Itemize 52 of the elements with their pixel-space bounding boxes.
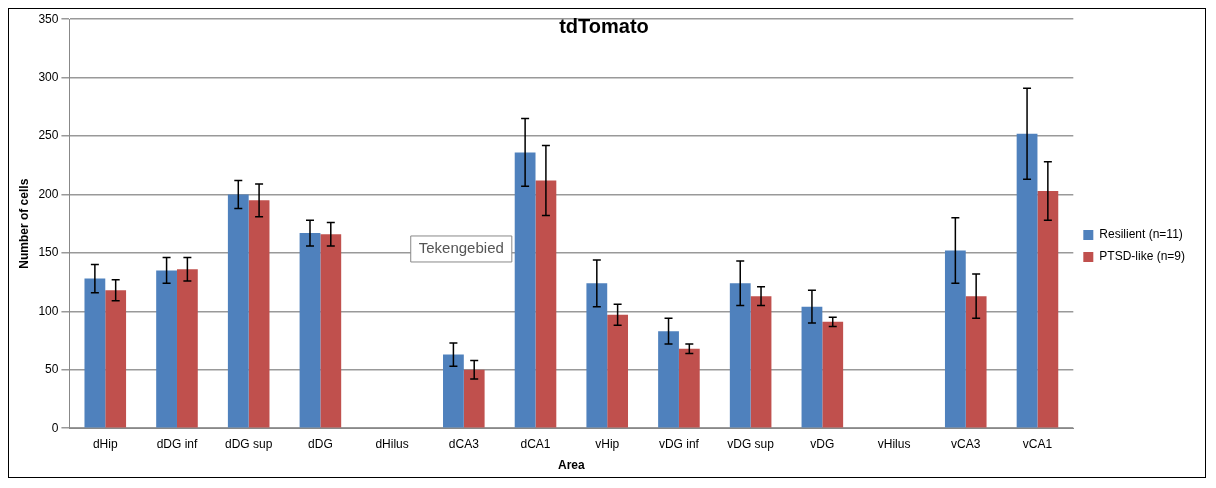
x-axis-title: Area [558, 458, 586, 473]
x-tick-label: dDG [308, 436, 333, 451]
bar [443, 354, 464, 428]
x-tick-label: dDG inf [156, 436, 198, 451]
y-tick-label: 50 [45, 362, 59, 377]
y-tick-label: 0 [51, 420, 59, 435]
chart-title: tdTomato [559, 14, 649, 37]
bar [607, 314, 629, 428]
x-tick-label: vCA3 [951, 436, 981, 451]
bar [965, 296, 987, 428]
annotation: Tekengebied [418, 239, 504, 257]
bar [1016, 133, 1038, 428]
bar [105, 290, 127, 428]
bar [678, 348, 700, 428]
x-tick-label: vDG sup [727, 436, 775, 451]
x-tick-label: vHip [595, 436, 620, 451]
bar [729, 283, 751, 428]
y-tick-label: 300 [38, 69, 59, 84]
bar [176, 269, 198, 428]
bar [248, 200, 270, 428]
y-tick-label: 350 [38, 11, 59, 26]
x-tick-label: dDG sup [225, 436, 273, 451]
bar [514, 152, 536, 428]
y-axis-title: Number of cells [16, 178, 31, 269]
bar [535, 180, 557, 428]
x-tick-label: dCA1 [520, 436, 551, 451]
bar [84, 278, 106, 428]
y-tick-label: 200 [38, 186, 59, 201]
legend-label: PTSD-like (n=9) [1099, 249, 1185, 264]
y-tick-label: 150 [38, 245, 59, 260]
bar [320, 234, 342, 428]
bar [463, 369, 485, 428]
x-tick-label: vDG [810, 436, 835, 451]
bar [750, 296, 772, 428]
bar [944, 250, 966, 428]
bar [822, 321, 844, 428]
x-tick-label: vDG inf [658, 436, 700, 451]
bar [156, 270, 177, 428]
legend-label: Resilient (n=11) [1099, 227, 1183, 242]
x-tick-label: vHilus [877, 436, 911, 451]
x-tick-label: dCA3 [448, 436, 480, 451]
bar [227, 194, 249, 428]
x-tick-label: dHip [92, 436, 118, 451]
y-tick-label: 250 [38, 128, 59, 143]
bar [801, 306, 823, 428]
bar [299, 233, 321, 428]
bar [586, 283, 608, 428]
x-tick-label: dHilus [375, 436, 409, 451]
x-tick-label: vCA1 [1022, 436, 1053, 451]
y-tick-label: 100 [38, 303, 59, 318]
bar [658, 331, 679, 428]
bar [1037, 190, 1059, 428]
